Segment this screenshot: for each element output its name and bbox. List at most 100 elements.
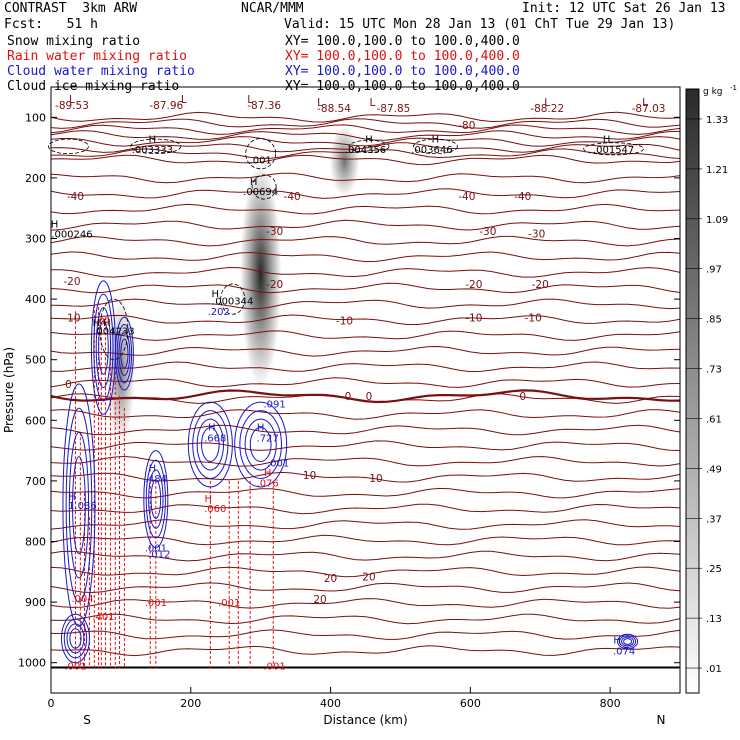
snow-label: .003646 <box>411 145 452 156</box>
x-tick-label: 400 <box>320 697 341 710</box>
x-tick-label: 800 <box>600 697 621 710</box>
rain-label: .004 <box>71 594 93 605</box>
isotherm-line <box>50 118 681 129</box>
y-tick-label: 900 <box>25 596 46 609</box>
y-tick-label: 400 <box>25 293 46 306</box>
cloud-water-contour <box>118 331 131 376</box>
colorbar-unit: g kg <box>703 87 723 97</box>
cloud-water-label: .074 <box>613 647 635 658</box>
isotherm-line <box>50 111 681 123</box>
colorbar-tick-label: 1.33 <box>706 115 728 126</box>
y-tick-label: 600 <box>25 414 46 427</box>
y-axis-label: Pressure (hPa) <box>2 347 16 433</box>
isotherm-line <box>50 613 681 625</box>
snow-contour <box>348 139 390 153</box>
colorbar-tick-label: .85 <box>706 315 722 326</box>
cloud-water-contour <box>95 307 112 389</box>
isotherm-line <box>50 282 681 294</box>
isotherm-line <box>50 266 681 278</box>
y-tick-label: 500 <box>25 354 46 367</box>
cloud-water-contour <box>69 628 82 649</box>
cloud-water-contour <box>244 418 277 471</box>
temperature-label: -87.36 <box>247 100 281 112</box>
temperature-label: -88.22 <box>530 103 564 115</box>
isotherm-line <box>50 345 681 357</box>
cloud-water-contour <box>120 338 129 369</box>
rain-label: .001 <box>264 662 286 673</box>
colorbar-ramp <box>685 88 700 694</box>
high-marker-snow: H <box>93 318 101 329</box>
isotherm-line <box>50 409 681 420</box>
cloud-water-contour <box>617 633 639 650</box>
valid-time: Valid: 15 UTC Mon 28 Jan 13 (01 ChT Tue … <box>284 17 676 32</box>
isotherm-line <box>50 235 681 247</box>
cloud-water-contour <box>201 427 220 463</box>
cloud-water-contour <box>62 383 96 627</box>
snow-contour <box>412 138 458 155</box>
colorbar-tick-label: .25 <box>706 564 722 575</box>
cloud-water-contour <box>249 427 272 463</box>
y-tick-label: 700 <box>25 475 46 488</box>
cloud-water-contour <box>143 450 169 549</box>
cloud-water-contour <box>239 410 282 479</box>
cloud-water-contour <box>150 479 162 519</box>
low-marker: L <box>69 94 75 106</box>
cloud-water-contour <box>192 410 229 479</box>
low-marker: L <box>247 94 253 106</box>
colorbar-unit-exponent: -1 <box>730 84 737 92</box>
colorbar-tick-label: .01 <box>706 664 722 675</box>
high-marker-cloud-water: H <box>68 492 76 503</box>
rain-label: .001 <box>64 662 86 673</box>
temperature-label: -40 <box>458 191 475 203</box>
north-endpoint-label: N <box>657 713 666 727</box>
isotherm-line <box>50 188 681 199</box>
cloud-water-label: .727 <box>257 433 279 444</box>
colorbar-tick-label: 1.09 <box>706 215 728 226</box>
temperature-label: -87.03 <box>632 103 666 115</box>
temperature-label: -20 <box>532 279 549 291</box>
y-tick-label: 200 <box>25 172 46 185</box>
low-marker: L <box>544 97 550 109</box>
cloud-water-contour <box>196 418 225 471</box>
temperature-label: -40 <box>67 191 84 203</box>
cloud-water-contour <box>98 320 109 375</box>
model-title: CONTRAST 3km ARW <box>4 1 138 16</box>
isotherm-line <box>50 172 681 184</box>
colorbar-tick-label: .49 <box>706 464 722 475</box>
cloud-water-contour <box>72 456 86 555</box>
isotherm-line <box>50 219 681 231</box>
rain-label: .401 <box>92 612 114 623</box>
colorbar: .01 .13 .25 .37 .49 .61 .73 .85 .97 1.09 1.21 1.33 g… <box>685 84 737 694</box>
temperature-label: -30 <box>479 226 496 238</box>
y-tick-label: 100 <box>25 111 46 124</box>
colorbar-tick-label: .13 <box>706 614 722 625</box>
temperature-label: -20 <box>465 279 482 291</box>
high-marker-cloud-water: H <box>149 464 157 475</box>
isotherm-line <box>50 519 681 530</box>
x-tick-label: 200 <box>180 697 201 710</box>
cloud-water-contour <box>187 401 233 488</box>
snow-label: .001547 <box>593 145 634 156</box>
isotherm-line <box>50 124 681 135</box>
cloud-water-label: .091 <box>264 399 286 410</box>
temperature-label: -80 <box>458 120 475 132</box>
snow-label: .000344 <box>212 296 253 307</box>
cloud-water-contour <box>93 293 114 402</box>
colorbar-tick-label: .73 <box>706 365 722 376</box>
snow-label: .004233 <box>93 327 134 338</box>
x-axis-label: Distance (km) <box>323 713 407 727</box>
plot-axes: 0 200 400 600 800100200300400500600700800900… <box>2 86 681 727</box>
y-tick-label: 1000 <box>18 657 46 670</box>
isotherm-line <box>50 330 681 341</box>
cloud-water-label: .202 <box>208 307 230 318</box>
init-time: Init: 12 UTC Sat 26 Jan 13 <box>522 1 726 16</box>
cloud-water-label: .001 <box>267 459 289 470</box>
isotherm-line <box>50 314 681 325</box>
temperature-label: 0 <box>65 379 72 391</box>
cloud-water-contour <box>234 401 288 488</box>
snow-label: .004356 <box>345 145 386 156</box>
isotherm-line <box>50 136 681 147</box>
isotherm-line <box>50 455 681 467</box>
snow-contour <box>48 138 89 155</box>
